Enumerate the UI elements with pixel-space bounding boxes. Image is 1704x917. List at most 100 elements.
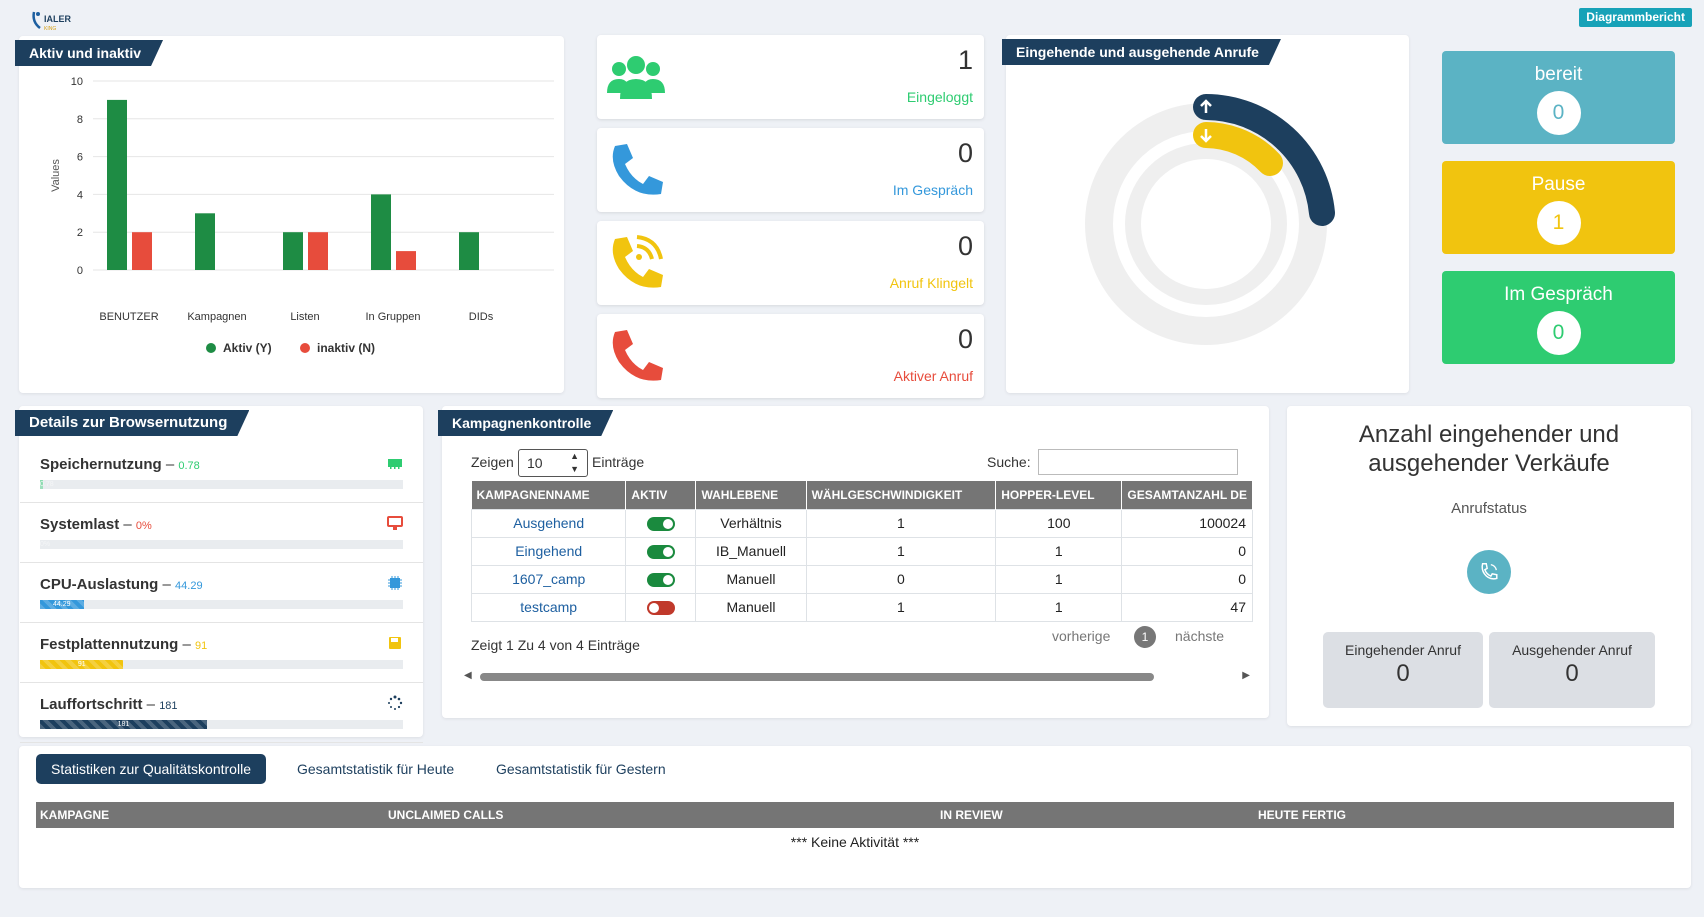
active-toggle[interactable]: [646, 573, 675, 588]
y-tick-label: 0: [77, 265, 83, 277]
active-call-count: 0: [957, 324, 973, 354]
total-cell: 100024: [1121, 508, 1253, 538]
scrollbar-thumb[interactable]: [480, 673, 1154, 681]
in-call-card: 0 Im Gespräch: [597, 128, 984, 212]
sales-title: Anzahl eingehender und ausgehender Verkä…: [1358, 421, 1620, 477]
page-size-select[interactable]: 10 ▲ ▼: [518, 449, 588, 477]
bar: [283, 232, 303, 270]
dial-level-cell: Manuell: [695, 564, 807, 594]
outgoing-call-box: Ausgehender Anruf 0: [1489, 632, 1655, 708]
column-header[interactable]: AKTIV: [625, 481, 697, 509]
quality-table-header: KAMPAGNE UNCLAIMED CALLS IN REVIEW HEUTE…: [36, 802, 1674, 828]
incoming-call-label: Eingehender Anruf: [1345, 642, 1461, 658]
total-cell: 0: [1121, 536, 1253, 566]
legend-marker: [300, 343, 310, 353]
ready-count: 0: [1536, 91, 1581, 135]
chart-report-button[interactable]: Diagrammbericht: [1579, 8, 1692, 27]
y-tick-label: 2: [77, 227, 83, 239]
tab-yesterday-stats[interactable]: Gesamtstatistik für Gestern: [496, 761, 666, 777]
usage-progress-fill: 0.78: [40, 480, 54, 489]
hopper-level-cell: 1: [995, 536, 1123, 566]
active-call-card: 0 Aktiver Anruf: [597, 314, 984, 398]
in-call-state-count: 0: [1536, 311, 1581, 355]
cpu-icon: [388, 576, 402, 590]
pause-box: Pause 1: [1442, 161, 1675, 254]
campaign-name-link[interactable]: Eingehend: [471, 536, 627, 566]
y-tick-label: 4: [77, 189, 83, 201]
active-toggle[interactable]: [646, 601, 675, 616]
next-page-link[interactable]: nächste: [1175, 628, 1225, 644]
active-call-label: Aktiver Anruf: [893, 368, 973, 384]
phone-icon: [612, 144, 663, 195]
page-size-value: 10: [527, 455, 543, 471]
page-1-button[interactable]: 1: [1134, 626, 1156, 648]
scroll-right-icon[interactable]: ▶: [1242, 670, 1250, 681]
usage-row: Festplattennutzung – 91 91: [20, 623, 423, 683]
scroll-left-icon[interactable]: ◀: [464, 670, 472, 681]
column-header[interactable]: KAMPAGNENNAME: [471, 481, 627, 509]
dial-level-cell: IB_Manuell: [695, 536, 807, 566]
x-tick-label: BENUTZER: [99, 311, 158, 323]
horizontal-scrollbar[interactable]: ◀ ▶: [464, 670, 1250, 684]
active-toggle[interactable]: [646, 545, 675, 560]
ringing-count: 0: [957, 231, 973, 261]
dial-speed-cell: 1: [805, 508, 997, 538]
search-label: Suche:: [987, 454, 1031, 470]
usage-label: Speichernutzung – 0.78: [40, 456, 200, 473]
call-status-label: Anrufstatus: [1451, 500, 1527, 517]
active-toggle[interactable]: [646, 517, 675, 532]
tab-today-stats[interactable]: Gesamtstatistik für Heute: [297, 761, 455, 777]
active-inactive-title: Aktiv und inaktiv: [15, 40, 163, 66]
ringing-card: 0 Anruf Klingelt: [597, 221, 984, 305]
ringing-label: Anruf Klingelt: [889, 275, 973, 291]
pause-label: Pause: [1531, 174, 1586, 195]
table-row: Ausgehend Verhältnis 1 100 100024: [471, 508, 1253, 538]
browser-usage-title: Details zur Browsernutzung: [15, 410, 249, 436]
usage-value: 181: [159, 700, 178, 712]
dial-level-cell: Manuell: [695, 592, 807, 622]
memory-icon: [388, 459, 402, 469]
in-call-box: Im Gespräch 0: [1442, 271, 1675, 364]
column-header[interactable]: WÄHLGESCHWINDIGKEIT: [806, 481, 997, 509]
campaign-control-title: Kampagnenkontrolle: [438, 410, 613, 436]
outgoing-arc: [1193, 94, 1335, 226]
dial-level-cell: Verhältnis: [695, 508, 807, 538]
usage-value: 91: [195, 640, 208, 652]
dial-speed-cell: 1: [805, 592, 997, 622]
usage-progress-bar: 181: [40, 720, 403, 729]
monitor-icon: [387, 516, 403, 530]
y-tick-label: 6: [77, 152, 83, 164]
col-heute-fertig: HEUTE FERTIG: [1258, 808, 1347, 822]
phone-ringing-icon: [612, 235, 663, 288]
x-tick-label: Kampagnen: [187, 311, 246, 323]
column-header[interactable]: GESAMTANZAHL DE: [1121, 481, 1253, 509]
phone-call-button[interactable]: [1467, 550, 1511, 594]
table-row: testcamp Manuell 1 1 47: [471, 592, 1253, 622]
dial-speed-cell: 0: [805, 564, 997, 594]
bar: [396, 251, 416, 270]
y-tick-label: 8: [77, 114, 83, 126]
campaign-name-link[interactable]: 1607_camp: [471, 564, 627, 594]
usage-row: Lauffortschritt – 181 181: [20, 683, 423, 743]
col-kampagne: KAMPAGNE: [40, 808, 110, 822]
bar: [107, 99, 127, 271]
tab-quality-stats[interactable]: Statistiken zur Qualitätskontrolle: [36, 754, 266, 784]
incoming-call-box: Eingehender Anruf 0: [1323, 632, 1483, 708]
usage-label: Festplattennutzung – 91: [40, 636, 208, 653]
usage-progress-bar: 44.29: [40, 600, 403, 609]
outgoing-call-count: 0: [1565, 660, 1579, 687]
column-header[interactable]: HOPPER-LEVEL: [995, 481, 1123, 509]
campaign-name-link[interactable]: Ausgehend: [471, 508, 627, 538]
in-call-state-label: Im Gespräch: [1504, 284, 1613, 305]
calls-donut-chart: [1085, 94, 1335, 345]
search-input[interactable]: [1038, 449, 1238, 475]
campaign-table-wrapper: KAMPAGNENNAME AKTIV WAHLEBENE WÄHLGESCHWIND…: [471, 481, 1253, 625]
column-header[interactable]: WAHLEBENE: [695, 481, 807, 509]
usage-label: CPU-Auslastung – 44.29: [40, 576, 203, 593]
active-inactive-card: Aktiv und inaktiv 0 2 4 6 8 10 Values BENUTZER K…: [19, 36, 564, 393]
show-label: Zeigen: [471, 454, 514, 470]
y-axis-label: Values: [50, 159, 62, 192]
usage-progress-bar: 0%: [40, 540, 403, 549]
campaign-name-link[interactable]: testcamp: [471, 592, 627, 622]
prev-page-link[interactable]: vorherige: [1052, 628, 1111, 644]
